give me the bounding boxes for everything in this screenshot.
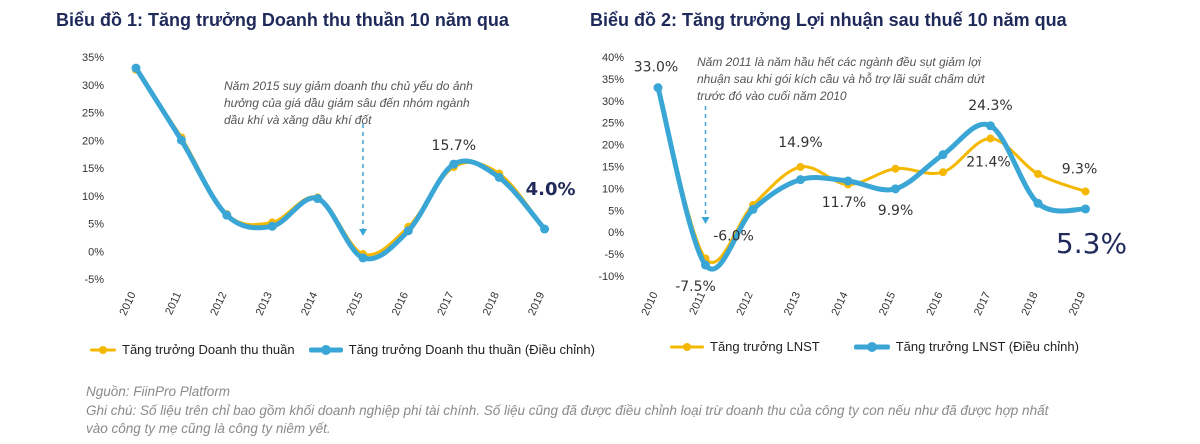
chart1-data-label: 4.0% [526, 179, 576, 200]
chart1-series-2-point [540, 224, 550, 234]
chart2-legend-item-profit-adjusted: Tăng trưởng LNST (Điều chỉnh) [853, 339, 1079, 354]
legend-swatch-yellow [90, 345, 116, 355]
chart1-legend-label-revenue: Tăng trưởng Doanh thu thuần [122, 342, 295, 357]
chart2-x-tick-label: 2015 [877, 290, 898, 317]
chart2-title: Biểu đồ 2: Tăng trưởng Lợi nhuận sau thu… [590, 10, 1067, 30]
legend-swatch-blue [853, 341, 890, 353]
chart2-data-label: 11.7% [822, 195, 866, 211]
chart2-annotation-line: Năm 2011 là năm hầu hết các ngành đều sụ… [697, 55, 981, 69]
chart2-series-1-point [796, 162, 805, 171]
chart2-data-label: 21.4% [966, 154, 1010, 170]
chart2-y-tick-label: 10% [602, 183, 624, 195]
chart2-x-tick-label: 2014 [829, 290, 850, 317]
chart1-legend-label-revenue-adjusted: Tăng trưởng Doanh thu thuần (Điều chỉnh) [348, 342, 595, 357]
chart2-x-tick-label: 2018 [1019, 290, 1040, 317]
chart2-x-tick-label: 2017 [972, 290, 993, 317]
chart1-y-tick-label: 15% [82, 163, 104, 175]
chart2-series-2-point [843, 176, 853, 186]
chart2-y-tick-label: 20% [602, 140, 624, 152]
chart2-y-tick-label: 0% [608, 227, 624, 239]
chart1-series-2-point [358, 253, 368, 263]
chart1-y-tick-label: -5% [84, 274, 104, 286]
chart1-y-tick-label: 0% [88, 246, 104, 258]
chart1-plot: 35%30%25%20%15%10%5%0%-5%2010 2011 2012 201… [82, 52, 576, 317]
chart2-series-1-point [891, 164, 900, 173]
chart2-x-tick-label: 2016 [924, 290, 945, 317]
chart2-series-2-point [1081, 204, 1090, 214]
chart2-legend-item-profit: Tăng trưởng LNST [670, 339, 820, 354]
chart1-legend-item-revenue: Tăng trưởng Doanh thu thuần [90, 342, 295, 357]
chart2-y-tick-label: 35% [602, 74, 624, 86]
chart1-title: Biểu đồ 1: Tăng trưởng Doanh thu thuần 1… [56, 10, 509, 30]
chart1-y-tick-label: 20% [82, 135, 104, 147]
footer-note-line1: Ghi chú: Số liệu trên chỉ bao gồm khối d… [86, 403, 1049, 418]
chart2-series-1-point [1081, 187, 1090, 196]
chart2-y-tick-label: 40% [602, 52, 624, 64]
chart1-y-tick-label: 10% [82, 191, 104, 203]
chart2-series-1-point [1034, 169, 1042, 178]
chart1-series-2-point [222, 210, 232, 220]
chart2-data-label: 24.3% [968, 98, 1012, 114]
chart2-annotation-line: nhuận sau khi gói kích cầu và hỗ trợ lãi… [697, 71, 985, 86]
footer-note-line2: vào công ty mẹ cũng là công ty niêm yết. [86, 421, 331, 436]
chart1-annotation-line: Năm 2015 suy giảm doanh thu chủ yếu do ả… [224, 79, 473, 93]
chart1-legend-item-revenue-adjusted: Tăng trưởng Doanh thu thuần (Điều chỉnh) [308, 342, 595, 357]
chart2-legend: Tăng trưởng LNST Tăng trưởng LNST (Điều … [670, 339, 1093, 354]
chart1-series-2-point [449, 159, 459, 169]
chart2-series-2-point [701, 260, 710, 270]
chart1-series-2-point [313, 194, 323, 204]
chart1-y-tick-label: 5% [88, 219, 104, 231]
chart2-annotation-arrowhead [701, 217, 710, 224]
chart2-x-tick-label: 2012 [734, 290, 755, 317]
chart2-data-label: 33.0% [634, 60, 678, 76]
chart1-series-2-point [267, 221, 277, 231]
chart1-y-tick-label: 35% [82, 52, 104, 64]
chart2-series-2-point [653, 83, 663, 93]
footer-source: Nguồn: FiinPro Platform [86, 384, 231, 399]
chart2-legend-label-profit-adjusted: Tăng trưởng LNST (Điều chỉnh) [895, 339, 1079, 354]
chart2-series-2-point [1033, 198, 1043, 208]
chart2-data-label: 9.3% [1062, 161, 1098, 177]
chart2-x-tick-label: 2010 [639, 290, 660, 317]
chart2-y-tick-label: 5% [608, 205, 624, 217]
chart2-data-label: 9.9% [878, 203, 914, 219]
chart2-series-1-point [939, 168, 947, 177]
chart2-y-tick-label: 30% [602, 96, 624, 108]
legend-swatch-yellow [670, 342, 704, 352]
chart1-y-tick-label: 30% [82, 80, 104, 92]
chart2-y-tick-label: -10% [598, 271, 624, 283]
chart1-annotation-arrowhead [359, 229, 367, 236]
chart1-legend: Tăng trưởng Doanh thu thuần Tăng trưởng … [90, 342, 609, 357]
chart1-series-2-point [131, 63, 141, 73]
chart2-data-label: 14.9% [778, 135, 822, 151]
legend-swatch-blue [308, 344, 343, 356]
chart1-series-2-point [403, 226, 413, 236]
chart2-x-tick-label: 2013 [782, 290, 803, 317]
chart2-legend-label-profit: Tăng trưởng LNST [710, 339, 820, 354]
chart2-series-2-point [796, 175, 805, 185]
chart2-y-tick-label: 15% [602, 162, 624, 174]
chart2-y-tick-label: 25% [602, 118, 624, 130]
chart2-series-2-point [986, 121, 995, 131]
chart1-annotation-line: dầu khí và xăng dầu khí đốt [224, 113, 372, 127]
chart2-data-label: 5.3% [1056, 227, 1127, 260]
chart1-series-2-point [176, 135, 186, 145]
chart1-data-label: 15.7% [432, 138, 476, 154]
chart2-series-2-point [938, 150, 948, 160]
chart1-y-tick-label: 25% [82, 108, 104, 120]
chart1-annotation-line: hưởng của giá dầu giảm sâu đến nhóm ngàn… [224, 96, 470, 110]
chart1-series-2-point [494, 172, 504, 182]
chart2-series-2-point [748, 204, 758, 214]
chart2-series-1-point [986, 134, 995, 143]
chart2-data-label: -7.5% [675, 279, 716, 295]
chart2-data-label: -6.0% [713, 228, 754, 244]
chart2-annotation-line: trước đó vào cuối năm 2010 [697, 89, 847, 103]
chart2-series-2-point [891, 184, 900, 194]
chart2-x-tick-label: 2019 [1067, 290, 1088, 317]
chart1-series-2-line [133, 65, 548, 262]
chart2-y-tick-label: -5% [604, 249, 624, 261]
